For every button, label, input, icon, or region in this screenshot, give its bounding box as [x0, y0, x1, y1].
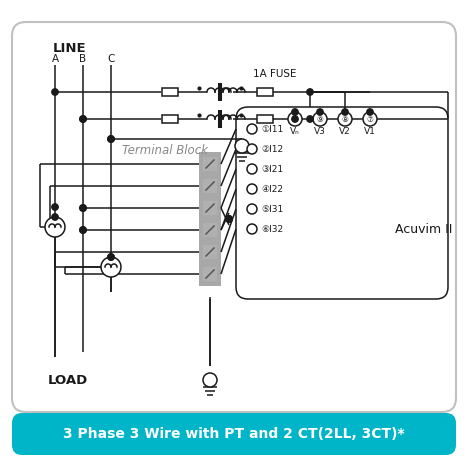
Bar: [203, 157, 217, 171]
FancyBboxPatch shape: [236, 107, 448, 299]
Bar: [203, 245, 217, 259]
Circle shape: [80, 205, 86, 211]
Circle shape: [108, 136, 114, 142]
Circle shape: [226, 216, 232, 222]
Circle shape: [52, 214, 58, 220]
Circle shape: [247, 144, 257, 154]
Bar: [199, 152, 221, 286]
Text: ④I22: ④I22: [261, 184, 283, 193]
Circle shape: [108, 254, 114, 260]
Text: LOAD: LOAD: [48, 374, 88, 387]
Text: LINE: LINE: [53, 42, 87, 56]
Text: 1A FUSE: 1A FUSE: [253, 69, 297, 79]
Circle shape: [247, 184, 257, 194]
Text: 3 Phase 3 Wire with PT and 2 CT(2LL, 3CT)*: 3 Phase 3 Wire with PT and 2 CT(2LL, 3CT…: [63, 427, 405, 441]
Bar: [203, 223, 217, 237]
Text: ⑩: ⑩: [292, 114, 299, 123]
Circle shape: [80, 227, 86, 233]
Circle shape: [235, 139, 249, 153]
FancyBboxPatch shape: [12, 413, 456, 455]
Circle shape: [80, 205, 86, 211]
Text: Acuvim II: Acuvim II: [395, 223, 453, 236]
Circle shape: [80, 116, 86, 122]
Text: B: B: [80, 54, 87, 64]
Circle shape: [292, 116, 298, 122]
Circle shape: [313, 112, 327, 126]
Circle shape: [203, 373, 217, 387]
Bar: [203, 179, 217, 193]
Circle shape: [226, 216, 232, 222]
Circle shape: [247, 224, 257, 234]
Text: ⑦: ⑦: [366, 114, 373, 123]
Circle shape: [307, 89, 313, 95]
Bar: [162, 115, 178, 123]
Text: V3: V3: [314, 127, 326, 136]
Circle shape: [363, 112, 377, 126]
Circle shape: [317, 109, 323, 115]
Circle shape: [247, 164, 257, 174]
Text: ②I12: ②I12: [261, 144, 283, 154]
Circle shape: [342, 109, 348, 115]
Circle shape: [101, 257, 121, 277]
Text: ⑥I32: ⑥I32: [261, 225, 283, 234]
Circle shape: [80, 116, 86, 122]
Bar: [162, 88, 178, 96]
Text: C: C: [107, 54, 115, 64]
Circle shape: [247, 124, 257, 134]
Text: ①I11: ①I11: [261, 125, 283, 134]
Text: V2: V2: [339, 127, 351, 136]
Circle shape: [52, 89, 58, 95]
Circle shape: [45, 217, 65, 237]
FancyBboxPatch shape: [12, 22, 456, 412]
Circle shape: [108, 136, 114, 142]
Circle shape: [307, 116, 313, 122]
Bar: [257, 88, 273, 96]
Text: V1: V1: [364, 127, 376, 136]
Circle shape: [80, 227, 86, 233]
Text: Vₙ: Vₙ: [290, 127, 300, 136]
Text: ⑨: ⑨: [316, 114, 323, 123]
Text: ⑤I31: ⑤I31: [261, 205, 283, 213]
Circle shape: [288, 112, 302, 126]
Text: A: A: [51, 54, 58, 64]
Circle shape: [226, 216, 232, 222]
Bar: [257, 115, 273, 123]
Circle shape: [247, 204, 257, 214]
Text: Terminal Block: Terminal Block: [122, 144, 208, 157]
Circle shape: [292, 109, 298, 115]
Text: ⑧: ⑧: [342, 114, 349, 123]
Text: ③I21: ③I21: [261, 164, 283, 174]
Circle shape: [52, 204, 58, 210]
Bar: [203, 201, 217, 215]
Circle shape: [367, 109, 373, 115]
Circle shape: [338, 112, 352, 126]
Bar: [203, 267, 217, 281]
Circle shape: [108, 254, 114, 260]
